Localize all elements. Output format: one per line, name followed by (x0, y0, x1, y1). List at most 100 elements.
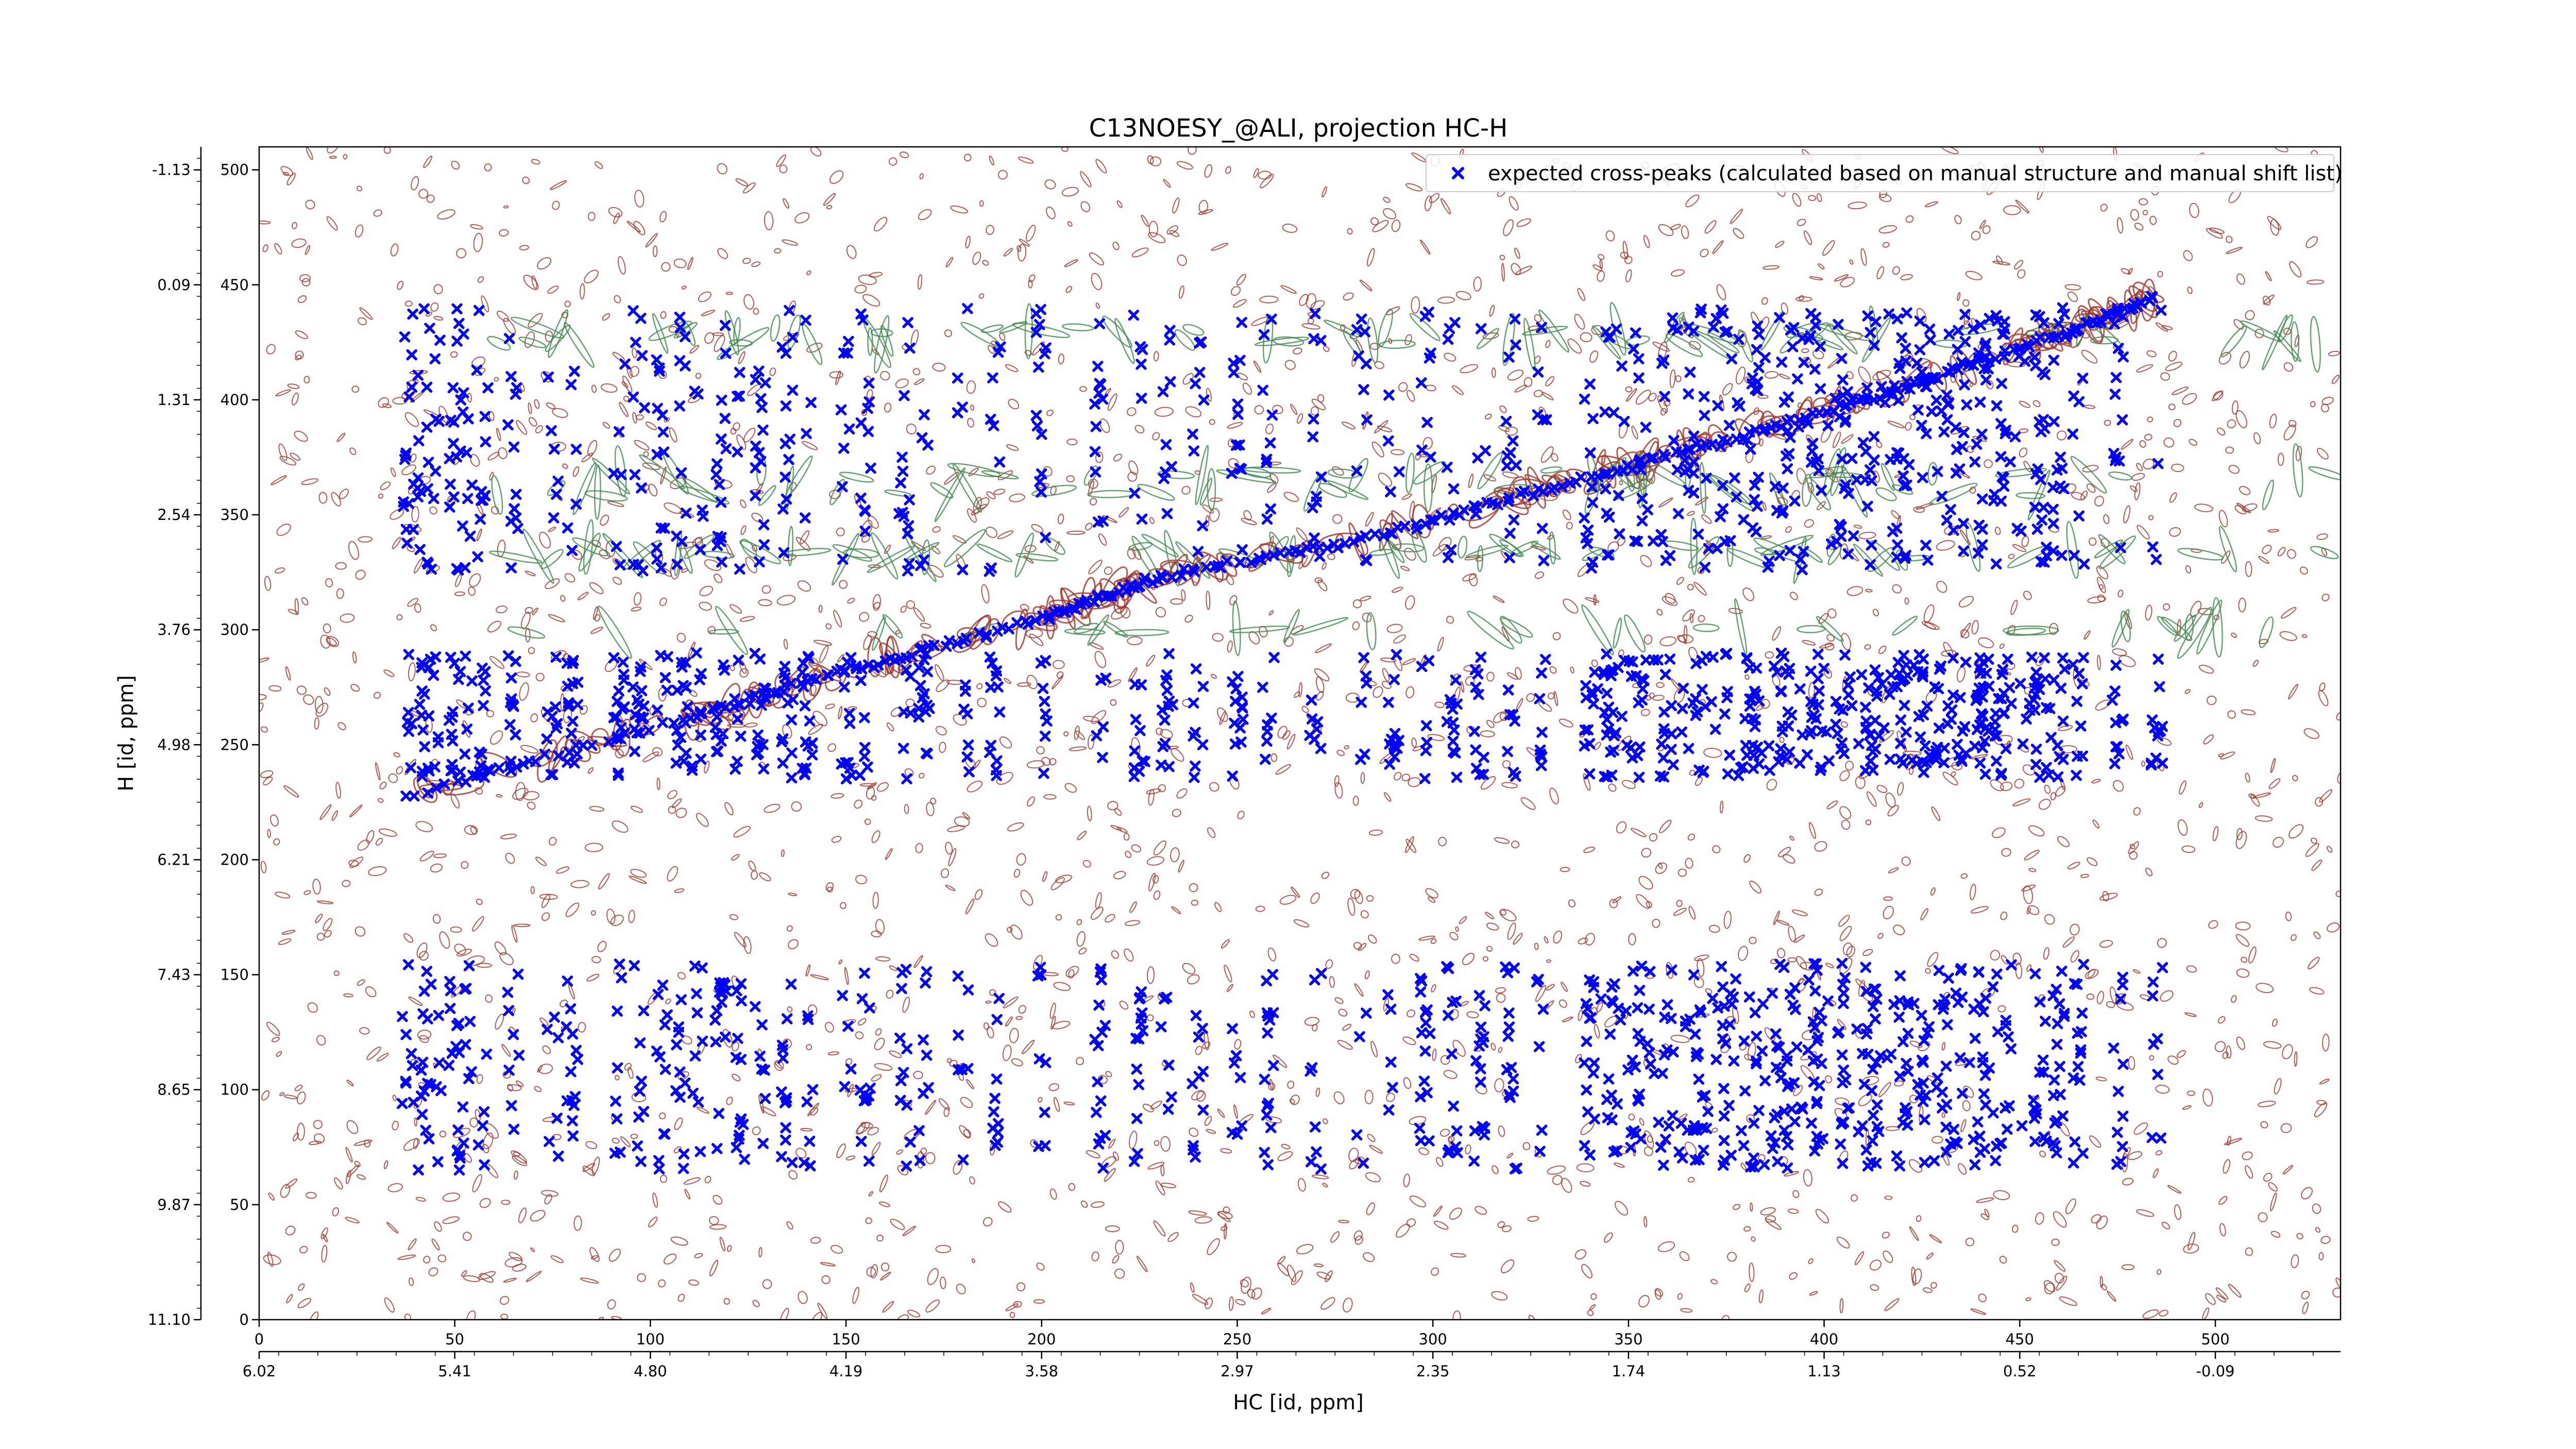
contour-blob-321 (320, 1227, 328, 1239)
contour-blob-186 (1009, 1311, 1015, 1318)
contour-blob-334 (472, 916, 484, 932)
contour-blob-124 (1440, 198, 1451, 215)
contour-blob-184 (633, 592, 642, 606)
contour-blob-514 (2280, 1123, 2292, 1133)
contour-blob-215 (1710, 1279, 1718, 1285)
contour-blob-498 (339, 488, 349, 499)
contour-blob-99 (541, 912, 550, 921)
contour-blob-608 (1657, 395, 1668, 413)
contour-blob-605 (1349, 1159, 1359, 1170)
contour-blob-84 (1147, 1161, 1165, 1170)
contour-blob-418 (717, 163, 727, 175)
contour-blob-113 (1612, 896, 1622, 903)
contour-blob-375 (2167, 1185, 2182, 1194)
contour-blob-295 (2156, 1269, 2162, 1275)
contour-blob-220 (1468, 474, 1474, 488)
contour-blob-480 (535, 425, 543, 434)
contour-blob-612 (389, 509, 404, 520)
contour-blob-461 (1377, 425, 1393, 432)
contour-blob-482 (2123, 505, 2131, 524)
contour-blob-66 (1080, 1200, 1088, 1208)
contour-blob-131 (900, 605, 907, 613)
contour-blob-195 (2316, 533, 2328, 540)
contour-blob-616 (1941, 1042, 1946, 1051)
contour-blob-279 (1884, 1195, 1893, 1200)
contour-blob-250 (2315, 797, 2324, 807)
contour-blob-201 (2157, 737, 2172, 746)
contour-blob-335 (2303, 728, 2319, 739)
contour-blob-315 (1005, 1016, 1013, 1027)
contour-blob-395 (524, 331, 535, 348)
contour-blob-155 (1272, 1054, 1287, 1068)
contour-blob-345 (829, 170, 844, 184)
contour-blob-582 (2187, 286, 2193, 294)
contour-blob-258 (2214, 1041, 2226, 1052)
contour-blob-264 (592, 606, 598, 620)
contour-blob-286 (2119, 655, 2136, 667)
contour-blob-127 (714, 573, 723, 583)
contour-blob-77 (1066, 475, 1075, 483)
contour-blob-354 (307, 1002, 318, 1013)
contour-blob-568 (519, 245, 530, 250)
contour-blob-106 (1480, 776, 1496, 790)
contour-blob-276 (1079, 171, 1092, 188)
contour-blob-329 (659, 1174, 668, 1183)
contour-blob-411 (2067, 862, 2080, 870)
contour-blob-611 (1113, 871, 1126, 880)
contour-blob-433 (2159, 1309, 2168, 1317)
contour-blob-18 (956, 1284, 966, 1294)
contour-blob-65 (531, 159, 540, 165)
contour-blob-23 (1723, 911, 1732, 929)
contour-blob-626 (1455, 926, 1459, 932)
contour-blob-561 (826, 205, 833, 210)
contour-blob-268 (1790, 592, 1798, 600)
contour-layer (259, 147, 2341, 1320)
contour-blob-486 (1749, 936, 1757, 945)
contour-blob-539 (2272, 1018, 2278, 1027)
contour-blob-108 (1290, 1094, 1300, 1105)
contour-blob-347 (1209, 497, 1223, 502)
contour-blob-338 (1455, 291, 1471, 300)
contour-blob-496 (2139, 198, 2148, 206)
contour-blob-138 (1241, 1276, 1251, 1294)
contour-blob-382 (2231, 995, 2237, 1003)
contour-blob-479 (872, 891, 879, 909)
contour-blob-237 (1345, 693, 1360, 703)
contour-blob-38 (1284, 636, 1294, 647)
contour-blob-253 (1431, 1267, 1439, 1276)
contour-blob-533 (314, 717, 319, 730)
contour-blob-39 (1574, 314, 1585, 330)
contour-blob-331 (1766, 779, 1777, 791)
contour-blob-408 (1452, 1310, 1461, 1320)
contour-blob-185 (2282, 1044, 2293, 1059)
contour-blob-393 (2310, 401, 2316, 408)
contour-blob-192 (940, 1276, 946, 1289)
contour-blob-251 (925, 1299, 940, 1313)
contour-blob-125 (797, 580, 811, 592)
contour-blob-619 (1033, 1299, 1045, 1304)
contour-blob-492 (1744, 674, 1750, 680)
contour-blob-236 (2081, 349, 2098, 364)
contour-blob-327 (1561, 1177, 1572, 1193)
contour-blob-90 (2202, 1088, 2213, 1107)
contour-blob-392 (1762, 501, 1767, 511)
contour-blob-474 (430, 624, 437, 632)
contour-blob-342 (1673, 907, 1687, 916)
contour-blob-501 (2171, 463, 2184, 473)
contour-blob-199 (275, 389, 291, 397)
contour-blob-95 (724, 802, 734, 816)
contour-blob-506 (336, 588, 344, 599)
contour-blob-92 (499, 1295, 510, 1305)
contour-blob-183 (1688, 1176, 1695, 1183)
contour-blob-190 (1229, 1296, 1234, 1311)
contour-blob-405 (479, 1273, 494, 1283)
contour-blob-27 (1296, 1244, 1314, 1255)
contour-blob-31 (714, 335, 725, 352)
contour-blob-136 (1930, 887, 1936, 896)
contour-blob-114 (260, 861, 267, 873)
contour-blob-198 (2167, 1055, 2179, 1065)
contour-blob-572 (1049, 1188, 1057, 1200)
contour-blob-453 (810, 147, 822, 157)
contour-blob-467 (1999, 643, 2005, 649)
contour-blob-82 (348, 541, 359, 560)
